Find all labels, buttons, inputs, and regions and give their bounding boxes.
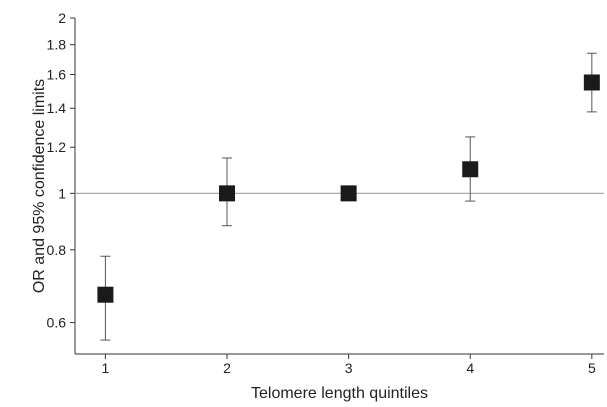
- y-tick-label: 1.8: [47, 37, 67, 53]
- x-axis-label: Telomere length quintiles: [251, 385, 428, 402]
- y-tick-label: 0.6: [47, 315, 67, 331]
- y-tick-label: 1.2: [47, 139, 67, 155]
- point-marker: [219, 185, 236, 202]
- point-marker: [462, 161, 479, 178]
- x-tick-label: 3: [345, 360, 353, 376]
- x-axis-ticks: 1 2 3 4 5: [102, 354, 596, 376]
- y-axis-ticks: 0.6 0.8 1 1.2 1.4 1.6 1.8 2: [47, 10, 75, 331]
- y-tick-label: 0.8: [47, 242, 67, 258]
- data-points: [97, 52, 600, 341]
- x-tick-label: 4: [466, 360, 474, 376]
- y-tick-label: 1: [58, 185, 66, 201]
- y-tick-label: 1.6: [47, 66, 67, 82]
- x-tick-label: 2: [223, 360, 231, 376]
- x-tick-label: 1: [102, 360, 110, 376]
- data-point-4: [462, 136, 479, 202]
- y-tick-label: 2: [58, 10, 66, 26]
- point-marker: [340, 185, 357, 202]
- data-point-5: [583, 52, 600, 113]
- x-tick-label: 5: [588, 360, 596, 376]
- point-marker: [583, 74, 600, 91]
- data-point-3: [340, 185, 357, 202]
- point-marker: [97, 286, 114, 303]
- data-point-2: [219, 157, 236, 227]
- y-axis-label: OR and 95% confidence limits: [31, 79, 48, 293]
- y-tick-label: 1.4: [47, 100, 67, 116]
- data-point-1: [97, 255, 114, 341]
